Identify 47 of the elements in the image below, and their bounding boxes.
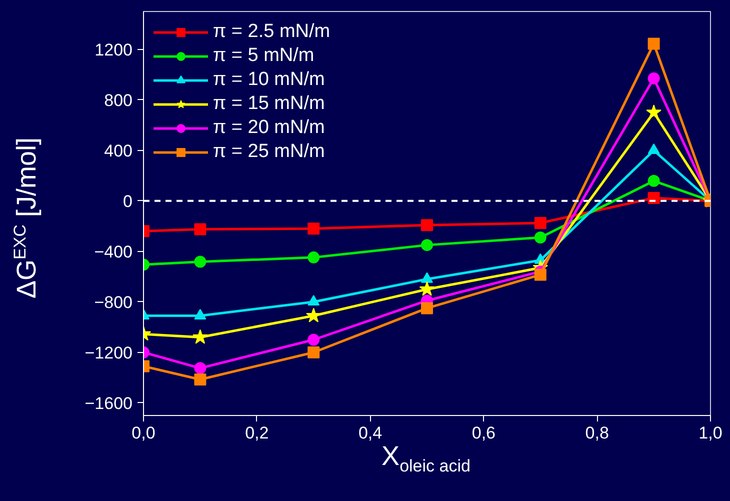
point (421, 302, 433, 314)
y-tick-label: −400 (94, 242, 133, 262)
x-axis-title: X$_{oleic acid}$ (382, 441, 470, 476)
x-tick-label: 0,6 (472, 424, 496, 442)
x-tick-label: 0,8 (585, 424, 609, 442)
point (194, 223, 206, 236)
point (534, 268, 546, 281)
point (194, 256, 206, 268)
point (648, 72, 660, 84)
point (421, 219, 433, 232)
point (306, 308, 322, 322)
y-tick-label: −1200 (84, 343, 133, 362)
point (192, 329, 208, 344)
point (419, 281, 435, 296)
legend-label: π = 15 mN/m (213, 93, 325, 115)
point (194, 308, 206, 320)
point (421, 239, 433, 252)
y-tick-label: 800 (104, 90, 133, 110)
x-tick-label: 0,0 (132, 424, 156, 442)
point (534, 232, 546, 244)
point (308, 295, 320, 306)
point (308, 251, 320, 264)
x-tick-label: 1,0 (698, 424, 722, 442)
y-tick-label: 1200 (94, 40, 133, 60)
x-tick-label: 0,4 (358, 424, 382, 442)
point (648, 144, 660, 154)
x-tick-label: 0,2 (245, 424, 269, 442)
point (194, 362, 206, 374)
y-tick-label: 0 (123, 192, 133, 211)
legend-label: π = 20 mN/m (213, 117, 325, 139)
legend-label: π = 25 mN/m (213, 141, 325, 163)
y-tick-label: −1600 (84, 394, 133, 413)
point (648, 174, 660, 187)
point (194, 374, 206, 386)
legend-label: π = 10 mN/m (213, 69, 325, 91)
y-tick-label: 400 (104, 141, 133, 160)
point (308, 334, 320, 346)
point (646, 104, 662, 120)
point (648, 38, 660, 50)
y-tick-label: −800 (94, 292, 133, 312)
point (308, 222, 320, 235)
point (534, 216, 546, 229)
point (308, 346, 320, 358)
point (421, 272, 433, 283)
point (648, 192, 660, 204)
legend-label: π = 2.5 mN/m (213, 21, 330, 43)
legend-label: π = 5 mN/m (213, 45, 314, 67)
